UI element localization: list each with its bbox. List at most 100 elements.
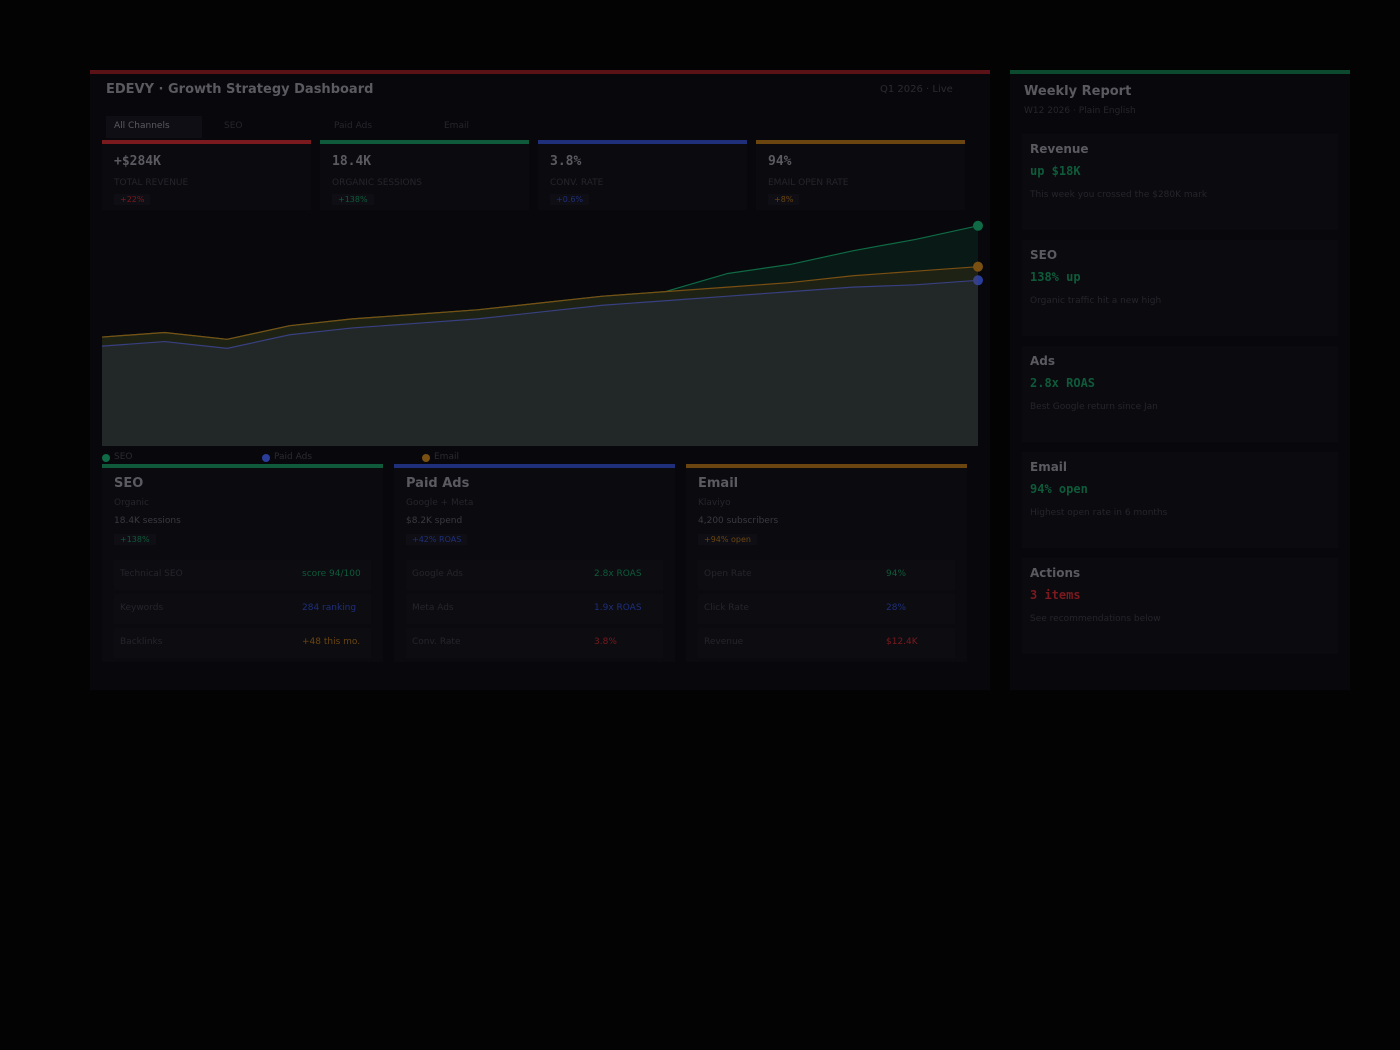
report-headline: 2.8x ROAS <box>1030 376 1096 390</box>
legend-dot <box>262 454 270 462</box>
dashboard-title: EDEVY · Growth Strategy Dashboard <box>106 82 374 97</box>
channel-badge: +94% open <box>698 534 757 545</box>
report-panel: Weekly Report W12 2026 · Plain English Rev… <box>1010 70 1350 690</box>
row-label: Revenue <box>704 637 744 647</box>
metric-row: Backlinks +48 this mo. <box>114 628 371 658</box>
row-label: Backlinks <box>120 637 163 647</box>
end-marker <box>973 220 983 231</box>
row-label: Click Rate <box>704 603 749 613</box>
kpi-card: 3.8% CONV. RATE +0.6% <box>538 140 747 210</box>
legend-dot <box>102 454 110 462</box>
channel-subtitle: Klaviyo <box>698 498 731 508</box>
metric-row: Google Ads 2.8x ROAS <box>406 560 663 590</box>
report-card-title: Actions <box>1030 566 1081 580</box>
row-label: Open Rate <box>704 569 752 579</box>
kpi-value: 94% <box>768 154 792 169</box>
report-headline: 94% open <box>1030 482 1088 496</box>
report-card-title: SEO <box>1030 248 1058 262</box>
legend-item: SEO <box>102 452 132 462</box>
row-value: 2.8x ROAS <box>594 569 642 579</box>
kpi-value: +$284K <box>114 154 161 169</box>
tab[interactable]: SEO <box>224 121 243 131</box>
series-line <box>101 266 979 340</box>
channel-subtitle: Google + Meta <box>406 498 474 508</box>
kpi-value: 3.8% <box>550 154 582 169</box>
end-marker <box>973 261 983 272</box>
row-value: 28% <box>886 603 907 613</box>
chart <box>101 220 983 446</box>
kpi-delta: +0.6% <box>550 194 590 205</box>
kpi-card: 18.4K ORGANIC SESSIONS +138% <box>320 140 529 210</box>
report-note: See recommendations below <box>1030 614 1161 624</box>
report-note: Best Google return since Jan <box>1030 402 1158 412</box>
kpi-card: 94% EMAIL OPEN RATE +8% <box>756 140 965 210</box>
tab[interactable]: Email <box>444 121 469 131</box>
kpi-label: EMAIL OPEN RATE <box>768 178 849 188</box>
kpi-label: TOTAL REVENUE <box>114 178 189 188</box>
kpi-delta: +138% <box>332 194 374 205</box>
report-note: This week you crossed the $280K mark <box>1030 190 1208 200</box>
legend-label: Paid Ads <box>274 452 313 462</box>
legend-label: Email <box>434 452 459 462</box>
kpi-label: CONV. RATE <box>550 178 604 188</box>
report-card: Actions 3 items See recommendations below <box>1022 558 1338 654</box>
channel-card: SEO Organic 18.4K sessions +138% Technical S… <box>102 464 383 662</box>
kpi-label: ORGANIC SESSIONS <box>332 178 423 188</box>
channel-title: Paid Ads <box>406 476 470 491</box>
report-card: Revenue up $18K This week you crossed the … <box>1022 134 1338 230</box>
metric-row: Click Rate 28% <box>698 594 955 624</box>
report-card: Ads 2.8x ROAS Best Google return since Jan <box>1022 346 1338 442</box>
report-card: Email 94% open Highest open rate in 6 mont… <box>1022 452 1338 548</box>
series-line <box>101 279 979 349</box>
report-card-title: Email <box>1030 460 1068 474</box>
row-label: Google Ads <box>412 569 463 579</box>
channel-badge: +138% <box>114 534 156 545</box>
channel-title: SEO <box>114 476 144 491</box>
report-note: Highest open rate in 6 months <box>1030 508 1168 518</box>
metric-row: Revenue $12.4K <box>698 628 955 658</box>
tab[interactable]: Paid Ads <box>334 121 373 131</box>
channel-title: Email <box>698 476 739 491</box>
report-note: Organic traffic hit a new high <box>1030 296 1162 306</box>
row-label: Keywords <box>120 603 164 613</box>
legend-dot <box>422 454 430 462</box>
end-marker <box>973 275 983 286</box>
row-value: 94% <box>886 569 907 579</box>
kpi-value: 18.4K <box>332 154 372 169</box>
row-value: 3.8% <box>594 637 617 647</box>
metric-row: Meta Ads 1.9x ROAS <box>406 594 663 624</box>
series-area <box>102 280 978 446</box>
channel-card: Paid Ads Google + Meta $8.2K spend +42% ROA… <box>394 464 675 662</box>
report-card-title: Revenue <box>1030 142 1089 156</box>
report-subtitle: W12 2026 · Plain English <box>1024 106 1136 116</box>
report-title: Weekly Report <box>1024 84 1132 99</box>
series-area <box>102 266 978 446</box>
row-label: Technical SEO <box>120 569 183 579</box>
report-headline: up $18K <box>1030 164 1081 178</box>
channel-metric: 18.4K sessions <box>114 516 181 526</box>
metric-row: Technical SEO score 94/100 <box>114 560 371 590</box>
legend-item: Email <box>422 452 459 462</box>
report-headline: 3 items <box>1030 588 1081 602</box>
legend-label: SEO <box>114 452 133 462</box>
channel-metric: $8.2K spend <box>406 516 463 526</box>
report-card-title: Ads <box>1030 354 1056 368</box>
status: Q1 2026 · Live <box>880 84 953 95</box>
kpi-card: +$284K TOTAL REVENUE +22% <box>102 140 311 210</box>
metric-row: Conv. Rate 3.8% <box>406 628 663 658</box>
channel-subtitle: Organic <box>114 498 150 508</box>
row-value: $12.4K <box>886 637 918 647</box>
kpi-delta: +8% <box>768 194 800 205</box>
channel-card: Email Klaviyo 4,200 subscribers +94% open Op… <box>686 464 967 662</box>
main-panel: EDEVY · Growth Strategy Dashboard Q1 2026… <box>90 70 990 690</box>
legend-item: Paid Ads <box>262 452 312 462</box>
channel-badge: +42% ROAS <box>406 534 468 545</box>
row-value: score 94/100 <box>302 569 361 579</box>
tab[interactable]: All Channels <box>106 116 202 138</box>
row-value: 1.9x ROAS <box>594 603 642 613</box>
row-label: Meta Ads <box>412 603 454 613</box>
report-card: SEO 138% up Organic traffic hit a new high <box>1022 240 1338 336</box>
channel-metric: 4,200 subscribers <box>698 516 779 526</box>
